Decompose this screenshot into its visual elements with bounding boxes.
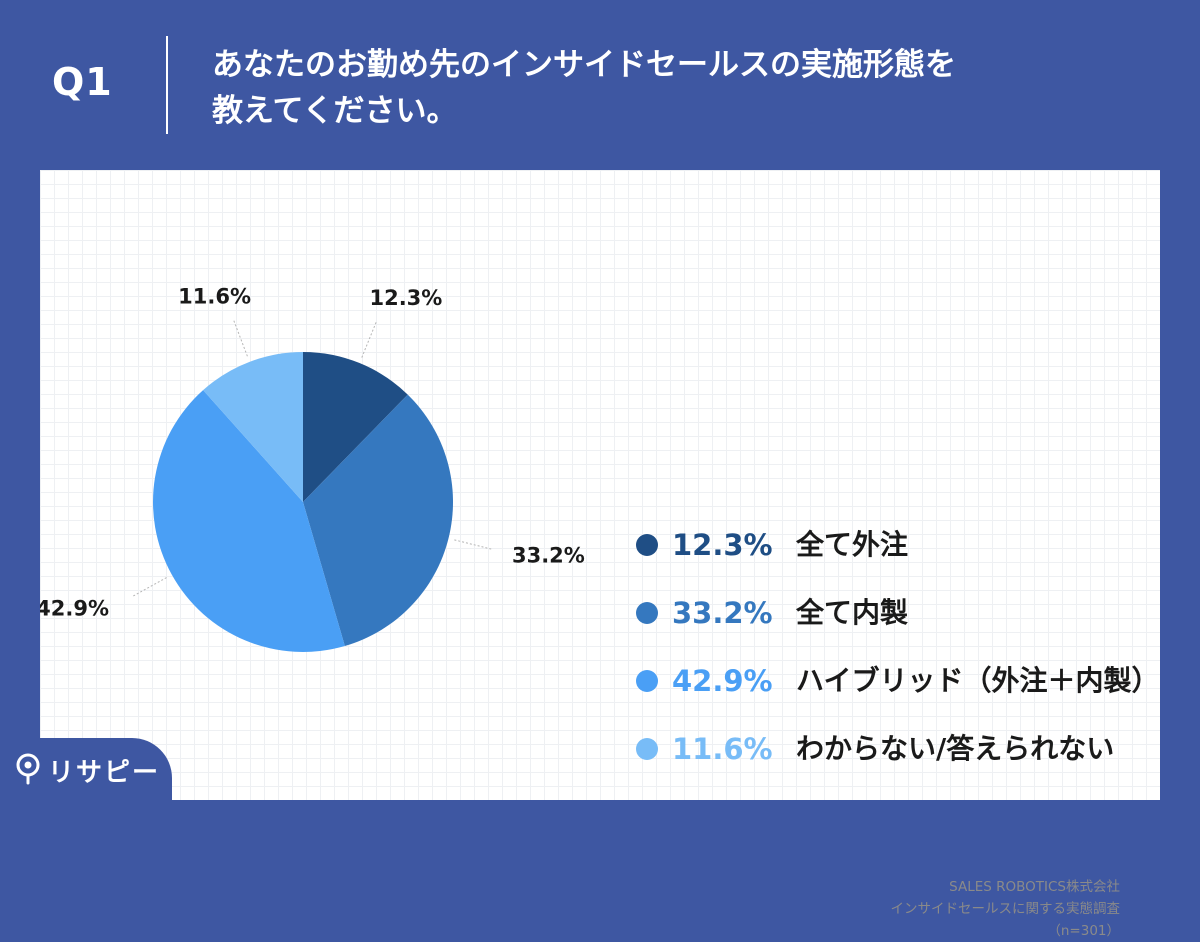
leader-line-unknown	[233, 319, 248, 357]
question-title-line2: 教えてください。	[212, 93, 458, 129]
legend-item-all-outsourced: 12.3% 全て外注	[636, 522, 1196, 590]
legend-item-all-inhouse: 33.2% 全て内製	[636, 590, 1196, 658]
header-divider	[166, 36, 168, 134]
pie-slice-all-outsourced	[303, 352, 408, 502]
question-header: Q1 あなたのお勤め先のインサイドセールスの実施形態を 教えてください。	[0, 0, 1200, 170]
legend-category: 全て内製	[796, 596, 909, 629]
pie-chart: 12.3% 33.2% 42.9% 11.6%	[40, 284, 585, 652]
leader-line-all-outsourced	[361, 321, 377, 358]
brand-name: リサピー	[48, 758, 161, 788]
source-note: SALES ROBOTICS株式会社 インサイドセールスに関する実態調査 （n=…	[891, 876, 1121, 942]
legend-percentage: 33.2%	[672, 596, 773, 630]
legend-swatch	[636, 534, 658, 556]
legend-swatch	[636, 602, 658, 624]
leader-line-all-inhouse	[454, 539, 493, 550]
question-title-line1: あなたのお勤め先のインサイドセールスの実施形態を	[212, 47, 956, 83]
source-survey: インサイドセールスに関する実態調査	[890, 901, 1121, 917]
legend-category: 全て外注	[796, 528, 909, 561]
leader-line-hybrid	[132, 577, 167, 597]
source-sample-size: （n=301）	[1047, 923, 1120, 939]
question-number: Q1	[52, 60, 113, 104]
data-label-all-inhouse: 33.2%	[512, 543, 585, 567]
legend-item-unknown: 11.6% わからない/答えられない	[636, 726, 1196, 794]
data-label-unknown: 11.6%	[178, 284, 251, 308]
data-label-hybrid: 42.9%	[40, 597, 109, 621]
legend-percentage: 42.9%	[672, 664, 773, 698]
pie-slice-unknown	[203, 352, 303, 502]
legend-percentage: 11.6%	[672, 732, 773, 766]
pie-slice-hybrid	[152, 390, 345, 652]
legend-swatch	[636, 670, 658, 692]
question-title: あなたのお勤め先のインサイドセールスの実施形態を 教えてください。	[212, 42, 1152, 134]
location-pin-icon	[16, 753, 40, 785]
pie-slice-all-inhouse	[303, 394, 453, 647]
chart-legend: 12.3% 全て外注 33.2% 全て内製 42.9% ハイブリッド（外注＋内製） 11.6…	[636, 522, 1196, 794]
brand-logo: リサピー	[0, 738, 172, 800]
data-label-all-outsourced: 12.3%	[369, 286, 442, 310]
legend-swatch	[636, 738, 658, 760]
chart-panel: 12.3% 33.2% 42.9% 11.6% 12.3% 全て外注 33.2% 全て内製 4…	[40, 170, 1160, 939]
legend-item-hybrid: 42.9% ハイブリッド（外注＋内製）	[636, 658, 1196, 726]
legend-category: わからない/答えられない	[796, 732, 1115, 765]
legend-percentage: 12.3%	[672, 528, 773, 562]
source-company: SALES ROBOTICS株式会社	[949, 879, 1120, 895]
legend-category: ハイブリッド（外注＋内製）	[796, 664, 1160, 697]
